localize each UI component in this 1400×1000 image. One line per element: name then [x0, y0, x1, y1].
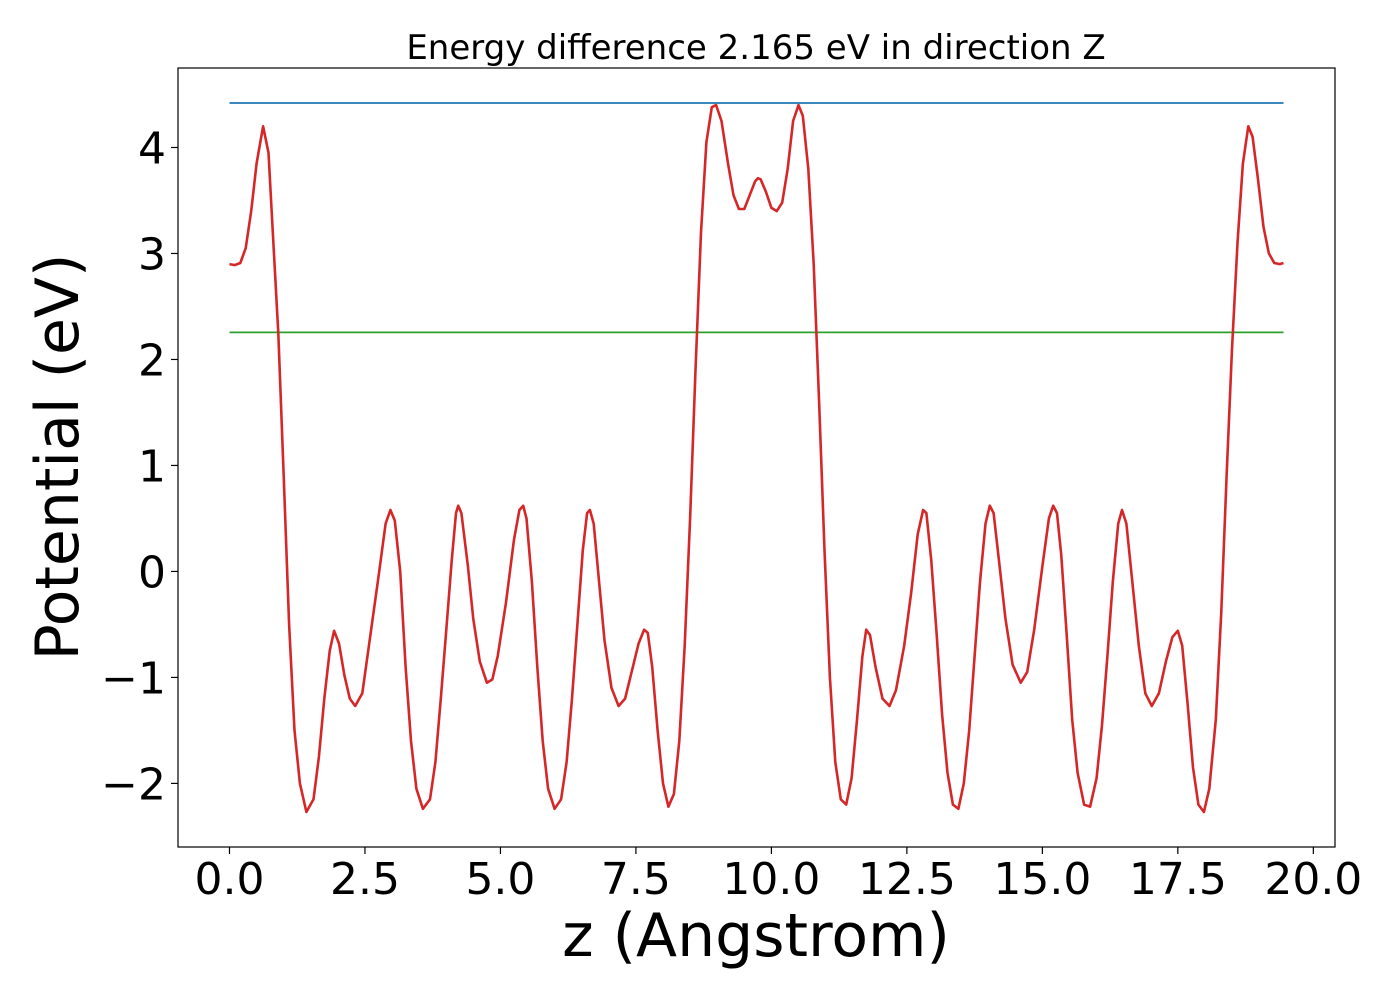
- y-tick-label: 0: [138, 547, 166, 598]
- x-tick-label: 0.0: [194, 854, 264, 905]
- y-tick-label: 1: [138, 441, 166, 492]
- x-tick-label: 12.5: [858, 854, 956, 905]
- x-axis-label: z (Angstrom): [562, 901, 950, 971]
- plot-frame: [177, 67, 1336, 848]
- y-axis-label: Potential (eV): [23, 254, 93, 661]
- y-tick-label: −1: [101, 653, 166, 704]
- series-line-0: [229, 103, 1284, 814]
- chart-title: Energy difference 2.165 eV in direction …: [406, 28, 1105, 68]
- y-tick-label: 3: [138, 229, 166, 280]
- x-tick-label: 10.0: [722, 854, 820, 905]
- x-tick-label: 7.5: [601, 854, 671, 905]
- y-tick-label: 2: [138, 335, 166, 386]
- y-axis: −2 −1 0 1 2 3 4: [101, 123, 178, 810]
- x-tick-label: 15.0: [993, 854, 1091, 905]
- x-tick-label: 5.0: [465, 854, 535, 905]
- x-tick-label: 20.0: [1264, 854, 1362, 905]
- x-tick-label: 17.5: [1129, 854, 1227, 905]
- x-tick-label: 2.5: [330, 854, 400, 905]
- plot-lines: [229, 102, 1284, 814]
- y-tick-label: −2: [101, 759, 166, 810]
- y-tick-label: 4: [138, 123, 166, 174]
- x-axis: 0.0 2.5 5.0 7.5 10.0 12.5 15.0 17.5 20.0: [194, 847, 1362, 905]
